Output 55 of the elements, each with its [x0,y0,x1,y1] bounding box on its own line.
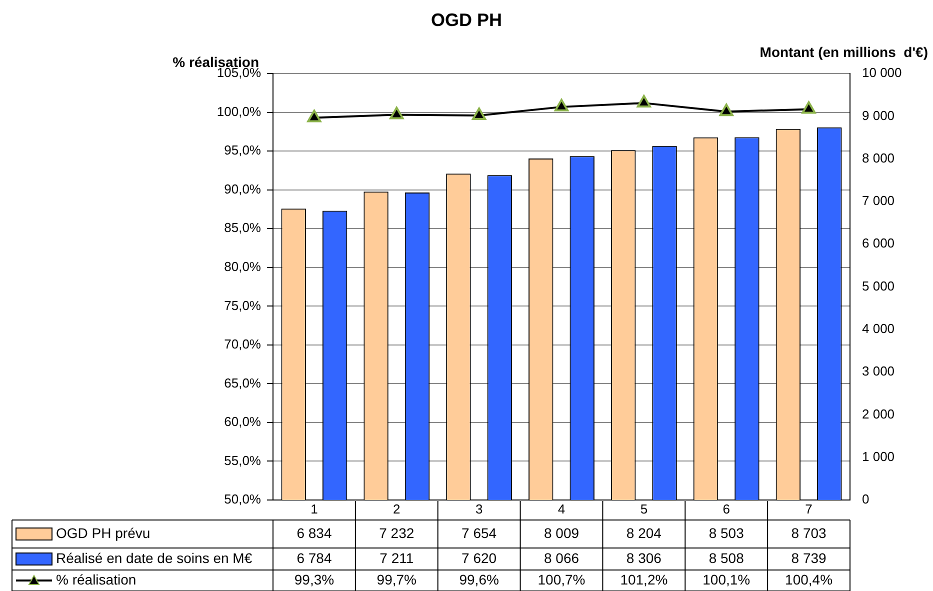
y2-tick-label: 5 000 [862,278,895,294]
data-label: 100,7% [538,571,586,588]
y2-tick-label: 2 000 [862,406,895,422]
legend-label: % réalisation [56,571,136,588]
y2-tick-label: 1 000 [862,448,895,464]
y2-tick-label: 10 000 [862,65,902,80]
y2-tick-label: 8 000 [862,150,895,166]
x-tick-label: 2 [393,501,400,516]
data-label: 6 834 [296,524,332,541]
data-label: 8 503 [708,524,744,541]
y2-tick-label: 3 000 [862,364,895,379]
data-label: 7 211 [380,550,414,566]
y2-tick-label: 6 000 [862,236,895,251]
y-tick-label: 70,0% [224,336,262,352]
data-label: 6 784 [296,550,332,566]
y-tick-label: 60,0% [224,414,262,430]
data-label: 99,7% [376,571,416,588]
x-tick-label: 7 [805,501,812,516]
data-label: 7 620 [462,550,497,566]
y2-tick-label: 4 000 [862,321,895,336]
x-tick-label: 3 [475,501,483,516]
y2-tick-label: 0 [862,492,870,507]
legend-label: Réalisé en date de soins en M€ [56,550,252,566]
data-label: 8 204 [626,524,662,541]
chart-title: OGD PH [430,10,502,30]
data-label: 101,2% [620,571,668,588]
data-label: 8 009 [544,524,580,541]
data-label: 8 739 [791,550,827,566]
y-tick-label: 50,0% [224,492,262,507]
x-tick-label: 6 [722,501,730,516]
y2-axis-title: Montant (en millions d'€) [760,44,928,60]
y-tick-label: 85,0% [224,220,262,236]
y-tick-label: 75,0% [224,298,262,313]
data-label: 8 508 [708,550,744,566]
data-label: 7 654 [462,524,497,541]
data-label: 7 232 [379,524,414,541]
data-label: 99,6% [459,571,499,588]
data-label: 8 066 [544,550,580,566]
data-label: 99,3% [294,571,334,588]
x-tick-label: 4 [558,501,566,516]
y-tick-label: 90,0% [224,181,262,196]
y-tick-label: 100,0% [216,104,262,119]
y2-tick-label: 7 000 [862,193,895,208]
y-tick-label: 80,0% [224,258,262,274]
data-label: 100,4% [785,571,833,588]
y-tick-label: 65,0% [224,375,262,390]
data-label: 100,1% [702,571,750,588]
y2-tick-label: 9 000 [862,108,895,123]
y-tick-label: 55,0% [224,452,262,468]
y-tick-label: 95,0% [224,142,262,158]
data-label: 8 306 [626,550,662,566]
x-tick-label: 5 [640,501,648,516]
x-tick-label: 1 [310,501,318,516]
legend-label: OGD PH prévu [56,524,150,541]
data-label: 8 703 [791,524,827,541]
